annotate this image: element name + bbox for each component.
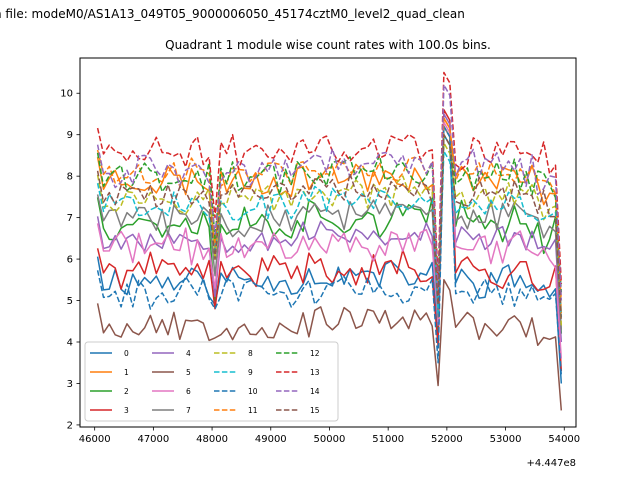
y-tick-label: 10 [60, 89, 73, 100]
legend-label-4: 4 [186, 349, 191, 358]
series-layer [96, 71, 563, 411]
legend-label-11: 11 [248, 406, 258, 415]
y-tick-label: 9 [67, 130, 73, 141]
series-line-13 [96, 71, 563, 285]
y-tick-label: 8 [67, 172, 73, 183]
series-line-4 [96, 113, 563, 343]
legend-label-15: 15 [310, 406, 320, 415]
x-tick-label: 46000 [79, 434, 111, 445]
series-line-7 [96, 125, 563, 330]
legend-label-0: 0 [124, 349, 129, 358]
y-tick-label: 6 [67, 255, 73, 266]
x-tick-label: 52000 [431, 434, 463, 445]
legend-label-10: 10 [248, 387, 258, 396]
y-tick-label: 2 [67, 420, 73, 431]
figure-suptitle: n file: modeM0/AS1A13_049T05_9000006050_… [0, 7, 465, 21]
legend-box [84, 341, 339, 422]
series-line-2 [96, 125, 563, 334]
legend-label-8: 8 [248, 349, 253, 358]
legend-label-2: 2 [124, 387, 129, 396]
x-axis: 46000 47000 48000 49000 50000 51000 52000 53000… [79, 427, 580, 445]
legend-label-7: 7 [186, 406, 191, 415]
series-line-9 [96, 150, 563, 318]
x-tick-label: 50000 [314, 434, 346, 445]
x-tick-label: 47000 [137, 434, 169, 445]
y-tick-label: 5 [67, 296, 73, 307]
series-line-12 [96, 133, 563, 293]
legend-label-12: 12 [310, 349, 320, 358]
x-offset-label: +4.447e8 [526, 458, 576, 469]
legend-label-13: 13 [310, 368, 320, 377]
legend-label-3: 3 [124, 406, 129, 415]
y-tick-label: 7 [67, 213, 73, 224]
series-line-0 [96, 133, 563, 384]
y-tick-label: 4 [67, 338, 73, 349]
x-tick-label: 53000 [490, 434, 522, 445]
x-tick-label: 51000 [372, 434, 404, 445]
x-tick-label: 48000 [196, 434, 228, 445]
series-line-5 [96, 279, 563, 411]
series-line-14 [96, 84, 563, 301]
series-line-6 [96, 121, 563, 359]
x-tick-label: 49000 [255, 434, 287, 445]
series-line-1 [96, 117, 563, 314]
series-line-15 [96, 133, 563, 322]
chart-title: Quadrant 1 module wise count rates with … [165, 38, 491, 52]
y-tick-label: 3 [67, 379, 73, 390]
legend-label-6: 6 [186, 387, 191, 396]
legend-label-1: 1 [124, 368, 129, 377]
legend-label-9: 9 [248, 368, 253, 377]
legend-label-5: 5 [186, 368, 191, 377]
x-tick-label: 54000 [548, 434, 580, 445]
legend-label-14: 14 [310, 387, 320, 396]
y-axis: 2 3 4 5 6 7 8 9 10 [60, 89, 80, 431]
axes-frame [79, 57, 577, 428]
series-line-3 [96, 109, 563, 372]
